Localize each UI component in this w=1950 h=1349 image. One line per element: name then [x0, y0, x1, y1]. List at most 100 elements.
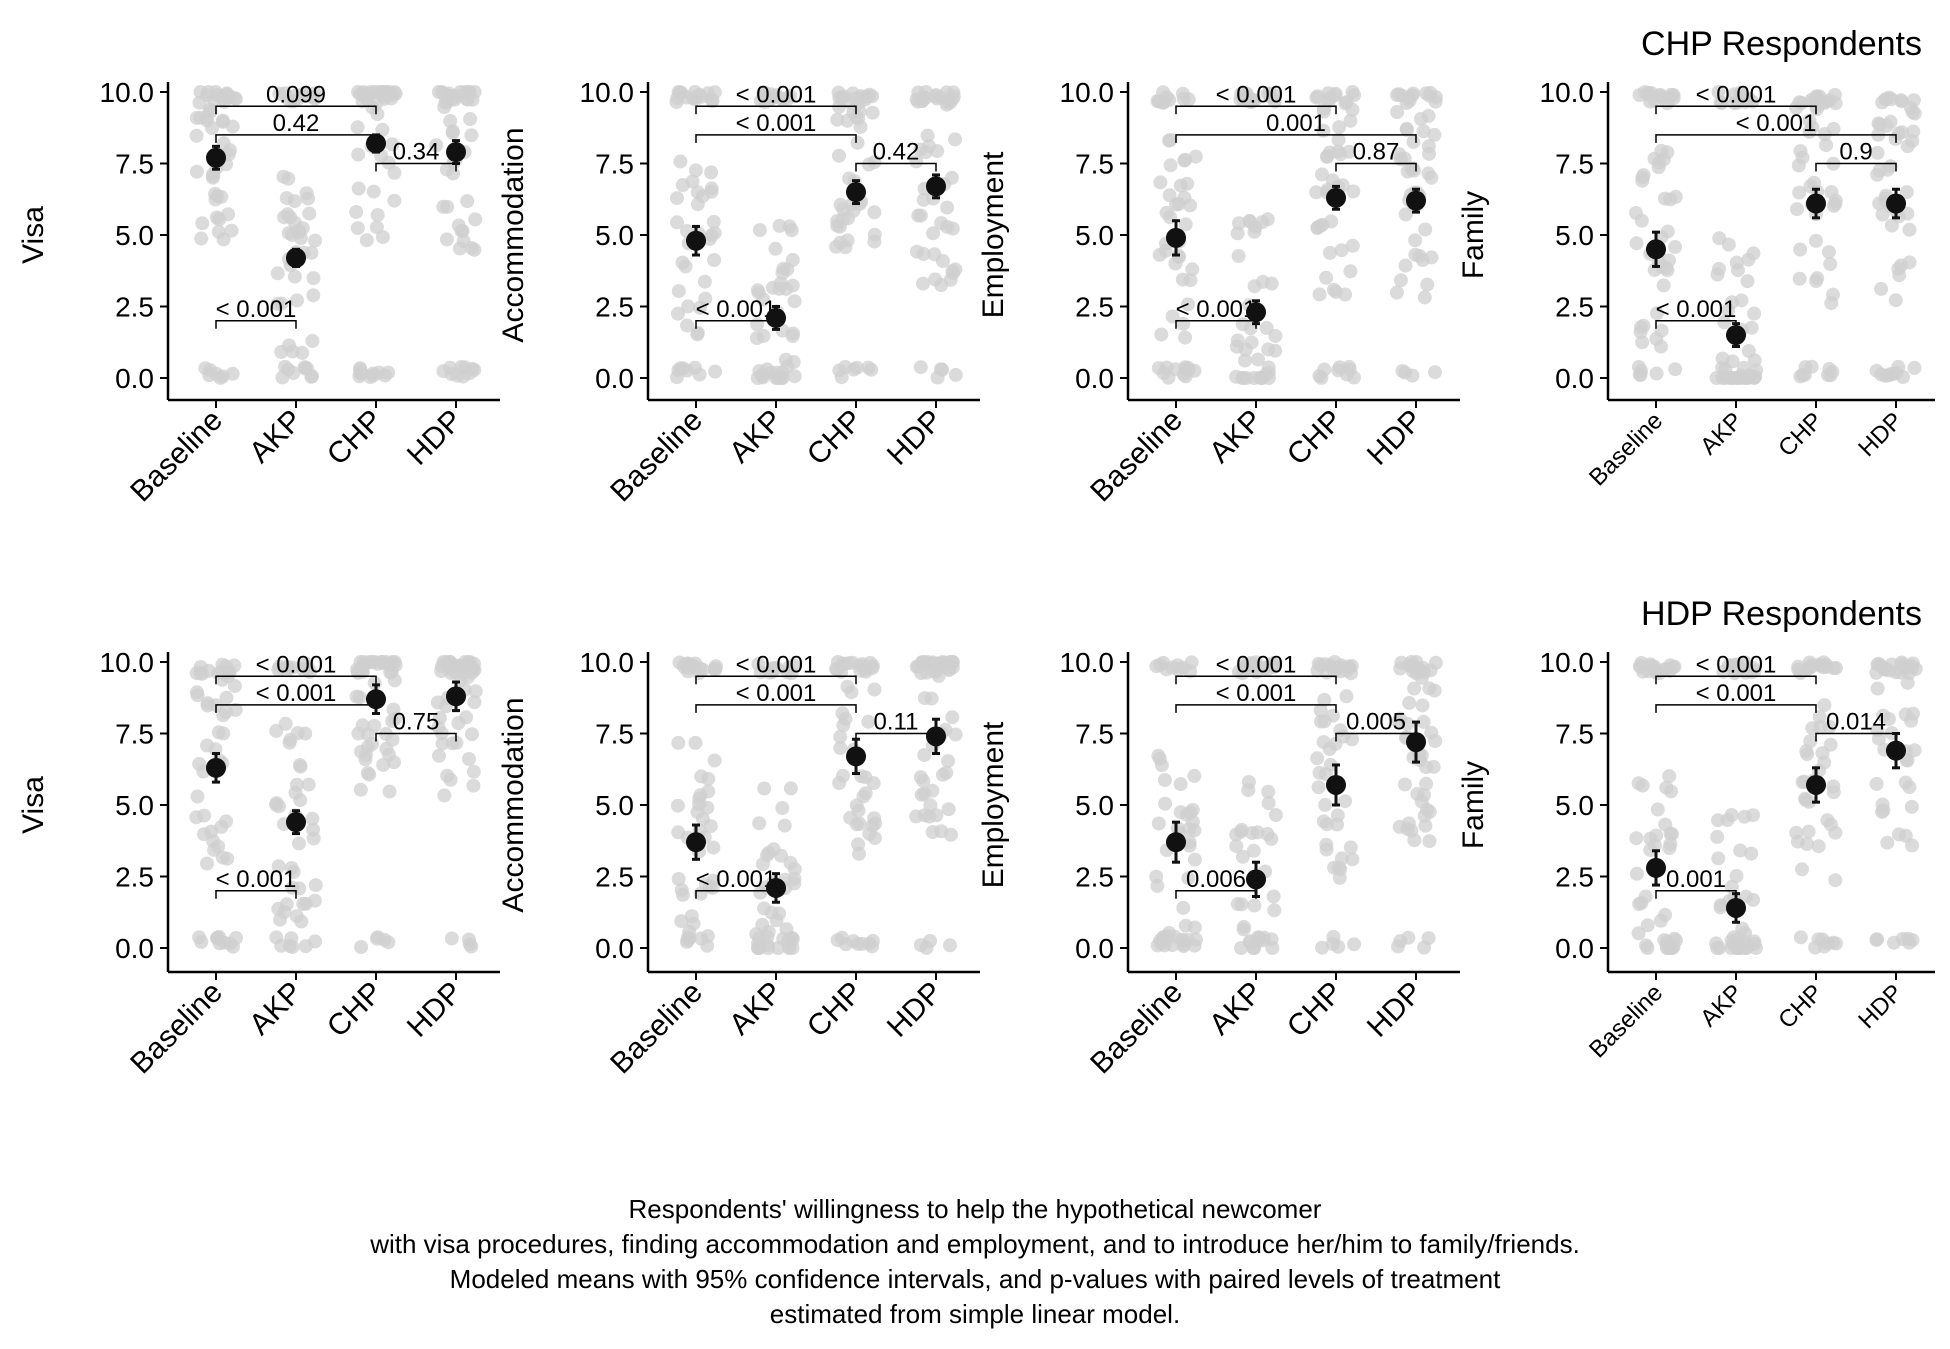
raw-point — [270, 266, 285, 281]
pvalue-bracket: < 0.001 — [1175, 296, 1257, 329]
raw-point — [349, 205, 364, 219]
raw-point — [1338, 287, 1353, 302]
y-tick-label: 0.0 — [595, 933, 634, 964]
mean-estimate — [1646, 230, 1666, 268]
raw-point — [1400, 821, 1415, 836]
raw-point — [913, 208, 928, 223]
bracket-line — [215, 890, 297, 899]
raw-point — [1343, 840, 1358, 855]
pvalue-bracket: < 0.001 — [695, 110, 857, 143]
raw-point — [1159, 360, 1174, 375]
raw-point — [1347, 937, 1362, 952]
raw-point — [1817, 755, 1832, 770]
x-tick-label: Baseline — [1084, 404, 1189, 509]
raw-point — [1668, 362, 1683, 377]
raw-point — [272, 86, 287, 101]
raw-point — [1408, 233, 1423, 248]
raw-point — [195, 216, 210, 231]
raw-point — [917, 748, 932, 762]
raw-point — [688, 163, 703, 178]
mean-point — [1166, 227, 1186, 248]
raw-point — [197, 827, 211, 842]
raw-point — [302, 206, 317, 221]
raw-point — [1710, 829, 1725, 844]
raw-point — [1170, 658, 1185, 673]
raw-point — [1875, 797, 1890, 812]
raw-point — [212, 929, 226, 944]
raw-point — [290, 293, 304, 308]
raw-point — [282, 938, 297, 953]
raw-point — [1902, 255, 1917, 270]
x-tick-label: HDP — [881, 976, 949, 1044]
raw-point — [1650, 306, 1664, 321]
bracket-line — [855, 162, 937, 172]
raw-point — [670, 798, 685, 813]
raw-point — [192, 95, 207, 110]
raw-point — [671, 306, 685, 321]
raw-point — [838, 360, 853, 374]
raw-point — [197, 808, 212, 823]
raw-point — [1246, 843, 1261, 858]
raw-point — [916, 192, 931, 207]
raw-point — [190, 789, 205, 804]
raw-points — [1149, 655, 1443, 955]
raw-point — [1231, 249, 1246, 263]
raw-point — [925, 825, 940, 840]
mean-estimate — [366, 683, 386, 715]
x-tick-label: AKP — [243, 976, 309, 1042]
raw-point — [1747, 306, 1762, 321]
bracket-line — [215, 320, 297, 329]
pvalue-label: 0.001 — [1666, 866, 1726, 893]
y-axis-label: Accommodation — [497, 697, 530, 912]
mean-estimate — [286, 247, 306, 268]
raw-point — [1150, 878, 1165, 893]
pvalue-bracket: < 0.001 — [695, 296, 777, 329]
pvalue-bracket: < 0.001 — [1655, 110, 1897, 143]
pvalue-label: < 0.001 — [696, 866, 777, 893]
raw-point — [1173, 777, 1188, 792]
raw-point — [787, 369, 802, 384]
raw-point — [350, 120, 365, 135]
raw-point — [271, 859, 286, 874]
raw-point — [1747, 353, 1762, 368]
raw-point — [704, 92, 719, 107]
pvalue-bracket: < 0.001 — [1655, 296, 1737, 329]
raw-point — [1346, 184, 1361, 199]
raw-point — [1234, 897, 1249, 912]
raw-point — [698, 291, 713, 306]
raw-point — [1713, 900, 1728, 915]
raw-point — [1734, 293, 1749, 308]
raw-point — [284, 861, 299, 875]
raw-point — [1799, 744, 1814, 759]
raw-point — [1309, 90, 1324, 105]
raw-point — [1267, 903, 1282, 918]
raw-point — [1811, 932, 1826, 947]
raw-point — [830, 214, 845, 228]
raw-point — [1180, 176, 1195, 191]
raw-point — [194, 934, 209, 949]
bracket-line — [375, 732, 457, 742]
raw-point — [850, 135, 865, 150]
raw-point — [757, 781, 772, 796]
raw-point — [301, 191, 315, 206]
raw-point — [1902, 222, 1917, 237]
y-tick-label: 7.5 — [1075, 149, 1114, 180]
mean-point — [1246, 302, 1266, 323]
mean-point — [366, 689, 386, 710]
raw-point — [1250, 825, 1265, 840]
raw-point — [1667, 931, 1682, 946]
raw-point — [211, 224, 226, 239]
raw-point — [435, 736, 450, 751]
y-axis-label: Employment — [977, 151, 1010, 318]
raw-point — [360, 766, 375, 780]
raw-point — [275, 370, 290, 385]
raw-point — [438, 95, 453, 110]
raw-point — [829, 662, 843, 676]
raw-point — [1322, 742, 1337, 757]
pvalue-label: 0.87 — [1353, 139, 1400, 166]
pvalue-label: < 0.001 — [1656, 296, 1737, 323]
raw-point — [1654, 259, 1669, 274]
raw-point — [852, 846, 866, 861]
raw-point — [1635, 170, 1650, 185]
